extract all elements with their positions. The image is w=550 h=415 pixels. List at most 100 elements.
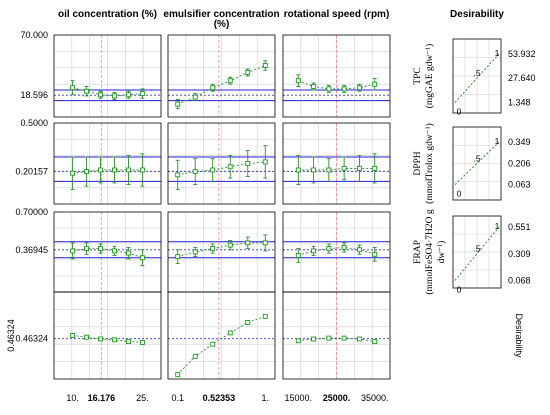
- desirability-frame: [452, 215, 502, 289]
- panel-r0-c2: [282, 34, 391, 118]
- profile-panels: 10. 16.176 25. 0.1 0.52353 1. 15000. 25000. 3500…: [53, 34, 391, 403]
- data-point: [372, 339, 378, 345]
- desirability-mark-1: .5: [473, 244, 480, 254]
- data-point: [125, 92, 131, 98]
- data-point: [139, 167, 145, 173]
- data-point: [341, 86, 347, 92]
- desirability-tick-r1-0: 0.349: [508, 137, 531, 147]
- data-point: [262, 63, 268, 68]
- data-point: [210, 246, 216, 252]
- x-tick-label-c2-2: 35000.: [361, 393, 389, 403]
- column-title-1-line-1: (%): [214, 19, 230, 30]
- data-point: [356, 85, 362, 91]
- data-point: [262, 240, 268, 246]
- fitted-curve: [298, 246, 375, 256]
- panel-r1-c2: [282, 122, 391, 205]
- data-point: [70, 85, 76, 91]
- desirability-tick-r2-2: 0.068: [508, 275, 531, 285]
- fitted-curve: [177, 65, 266, 105]
- desirability-mark-2: 1: [495, 136, 500, 146]
- panel-frame: [282, 34, 391, 118]
- data-point: [139, 255, 145, 261]
- x-tick-label-c2-1: 25000.: [323, 393, 351, 403]
- data-point: [192, 94, 198, 100]
- data-point: [372, 81, 378, 87]
- desirability-mark-0: 0: [457, 107, 462, 117]
- data-point: [295, 78, 301, 84]
- data-point: [341, 165, 347, 171]
- response-label-r2-1: (mmolFeSO4·7H2O g: [424, 209, 435, 294]
- x-tick-label-c0-2: 25.: [136, 393, 149, 403]
- y-tick-label-r2-1: 0.36945: [15, 245, 48, 255]
- desirability-tick-r2-0: 0.551: [508, 222, 531, 232]
- panel-r3-c2: [282, 291, 391, 380]
- desirability-tick-r1-2: 0.063: [508, 180, 531, 190]
- data-point: [210, 85, 216, 91]
- data-point: [311, 167, 317, 173]
- data-point: [262, 313, 268, 319]
- column-title-0-line-0: oil concentration (%): [58, 9, 157, 20]
- data-point: [84, 334, 90, 340]
- panel-r0-c1: [167, 34, 276, 118]
- panel-r2-c1: [167, 211, 276, 293]
- data-point: [84, 169, 90, 175]
- x-tick-label-c0-1: 16.176: [88, 393, 116, 403]
- panel-frame: [167, 122, 276, 205]
- response-label-r1-1: (mmolTrolox gdw⁻¹): [424, 123, 435, 204]
- data-point: [326, 167, 332, 173]
- row-labels: 70.000 18.596 0.5000 0.20157 0.70000 0.36945 0…: [6, 30, 48, 352]
- data-point: [125, 167, 131, 173]
- desirability-panel-r0: 0 .5 1 53.932 27.640 1.348: [452, 38, 536, 117]
- desirability-tick-r0-2: 1.348: [508, 98, 531, 108]
- data-point: [311, 248, 317, 254]
- x-tick-label-c1-2: 1.: [262, 393, 270, 403]
- panel-r3-c1: [167, 291, 276, 380]
- response-label-r1-0: DPPH: [413, 151, 423, 175]
- data-point: [311, 336, 317, 342]
- panel-frame: [282, 291, 391, 380]
- desirability-tick-r0-0: 53.932: [508, 49, 536, 59]
- desirability-mark-2: 1: [495, 221, 500, 231]
- desirability-tick-r1-1: 0.206: [508, 158, 531, 168]
- panel-r2-c2: [282, 211, 391, 293]
- desirability-mark-2: 1: [495, 48, 500, 58]
- panel-frame: [53, 291, 162, 380]
- data-point: [192, 353, 198, 359]
- data-point: [356, 247, 362, 253]
- data-point: [70, 333, 76, 338]
- data-point: [175, 254, 181, 260]
- y-tick-label-r0-1: 18.596: [20, 90, 48, 100]
- data-point: [98, 246, 103, 252]
- data-point: [98, 92, 103, 98]
- data-point: [326, 335, 332, 341]
- panel-frame: [53, 122, 162, 205]
- y-tick-label-r3-0: 0.46324: [15, 334, 48, 344]
- data-point: [112, 93, 117, 99]
- desirability-frame: [452, 126, 502, 201]
- data-point: [372, 251, 378, 257]
- data-point: [84, 88, 90, 94]
- y-tick-label-r2-0: 0.70000: [15, 207, 48, 217]
- fitted-curve: [177, 315, 266, 375]
- x-tick-label-c1-0: 0.1: [171, 393, 184, 403]
- x-tick-label-c2-0: 15000.: [285, 393, 313, 403]
- data-point: [192, 169, 198, 175]
- desirability-panel-r1: 0 .5 1 0.349 0.206 0.063: [452, 126, 531, 201]
- data-point: [227, 78, 233, 84]
- panel-r0-c0: [53, 34, 162, 118]
- desirability-row-right-label: Desirability: [514, 313, 524, 358]
- data-point: [98, 167, 103, 173]
- data-point: [175, 101, 181, 107]
- data-point: [341, 244, 347, 250]
- response-label-r0-0: TPC: [413, 67, 423, 84]
- data-point: [245, 70, 251, 75]
- panel-r1-c0: [53, 122, 162, 205]
- desirability-frame: [452, 38, 502, 114]
- desirability-header: Desirability: [450, 9, 504, 20]
- data-point: [70, 248, 76, 254]
- panel-r1-c1: [167, 122, 276, 205]
- data-point: [295, 167, 301, 173]
- column-title-2-line-0: rotational speed (rpm): [284, 9, 390, 20]
